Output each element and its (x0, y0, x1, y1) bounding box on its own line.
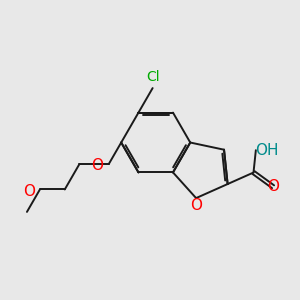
Text: OH: OH (255, 143, 279, 158)
Text: O: O (190, 198, 202, 213)
Text: Cl: Cl (146, 70, 159, 84)
Text: O: O (23, 184, 35, 199)
Text: O: O (267, 179, 279, 194)
Text: O: O (92, 158, 104, 173)
